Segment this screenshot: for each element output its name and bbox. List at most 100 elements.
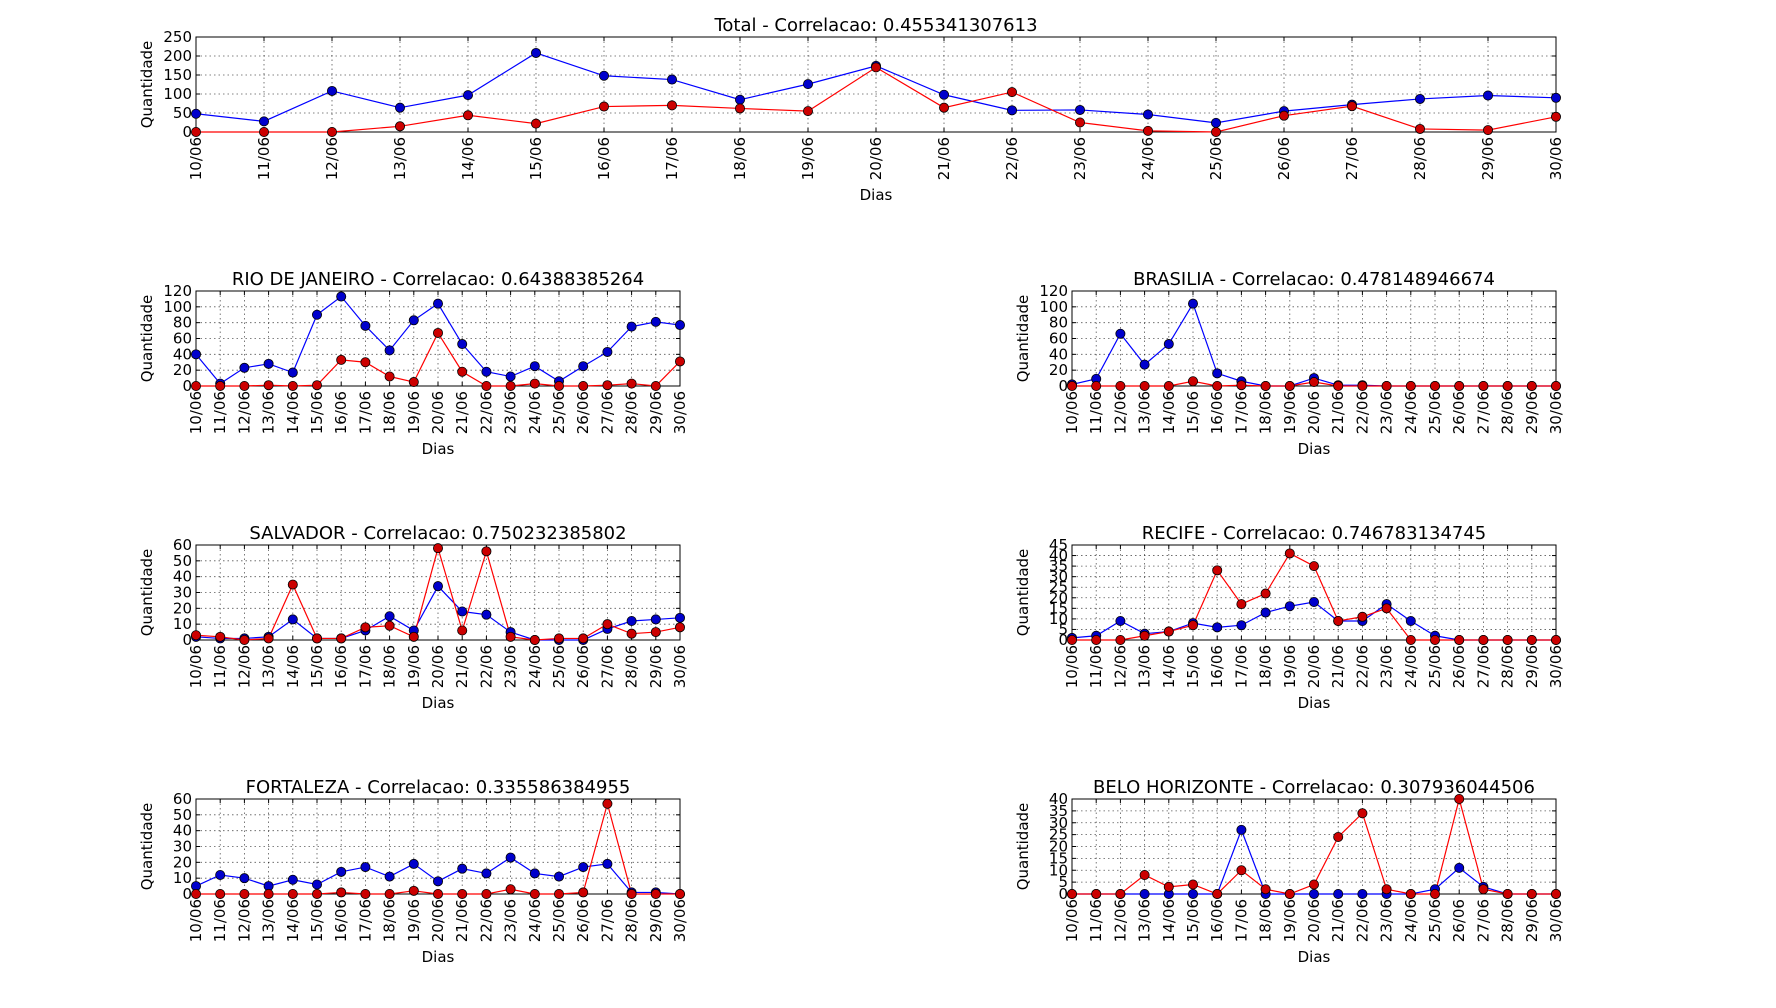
x-tick-label: 25/06 <box>1426 645 1444 688</box>
x-tick-label: 24/06 <box>1402 645 1420 688</box>
y-tick-label: 40 <box>1049 790 1068 808</box>
data-point <box>1333 889 1344 900</box>
y-tick-label: 20 <box>173 599 192 617</box>
data-point <box>1188 889 1199 900</box>
data-point <box>408 858 419 869</box>
x-tick-label: 24/06 <box>526 391 544 434</box>
data-point <box>360 889 371 900</box>
x-tick-label: 10/06 <box>1063 899 1081 942</box>
data-point <box>1139 380 1150 391</box>
data-point <box>531 47 542 58</box>
x-tick-label: 15/06 <box>1184 645 1202 688</box>
y-tick-label: 60 <box>173 790 192 808</box>
y-tick-label: 250 <box>163 28 192 46</box>
x-axis-label: Dias <box>422 948 455 966</box>
x-tick-label: 17/06 <box>356 645 374 688</box>
chart-panel-6: 10/06 11/06 12/06 13/06 14/06 15/06 16/06 17/06… <box>1014 777 1565 966</box>
data-point <box>1212 565 1223 576</box>
x-tick-label: 22/06 <box>1353 391 1371 434</box>
data-point <box>554 889 565 900</box>
y-tick-label: 35 <box>1049 802 1068 820</box>
x-tick-label: 12/06 <box>235 899 253 942</box>
data-point <box>650 889 661 900</box>
data-point <box>1454 862 1465 873</box>
data-point <box>408 315 419 326</box>
data-point <box>1551 635 1562 646</box>
data-point <box>239 380 250 391</box>
data-point <box>1430 635 1441 646</box>
data-point <box>239 362 250 373</box>
data-point <box>1405 616 1416 627</box>
data-point <box>287 579 298 590</box>
x-tick-label: 16/06 <box>332 391 350 434</box>
x-tick-label: 13/06 <box>1136 391 1154 434</box>
x-tick-label: 16/06 <box>332 645 350 688</box>
y-tick-label: 40 <box>1049 345 1068 363</box>
y-tick-label: 60 <box>173 330 192 348</box>
y-tick-label: 20 <box>173 853 192 871</box>
data-point <box>215 380 226 391</box>
data-point <box>1381 884 1392 895</box>
data-point <box>1405 380 1416 391</box>
data-point <box>360 357 371 368</box>
y-axis-label: Quantidade <box>1014 803 1032 891</box>
y-tick-label: 0 <box>1058 885 1068 903</box>
data-point <box>650 316 661 327</box>
data-point <box>529 378 540 389</box>
data-point <box>675 356 686 367</box>
x-tick-label: 15/06 <box>527 137 545 180</box>
data-point <box>239 889 250 900</box>
data-point <box>1188 879 1199 890</box>
data-point <box>626 889 637 900</box>
data-point <box>462 110 473 121</box>
x-tick-label: 12/06 <box>235 391 253 434</box>
x-tick-label: 27/06 <box>598 899 616 942</box>
x-tick-label: 12/06 <box>235 645 253 688</box>
y-tick-label: 80 <box>173 314 192 332</box>
x-tick-label: 16/06 <box>1208 899 1226 942</box>
data-point <box>505 380 516 391</box>
x-tick-label: 30/06 <box>1547 645 1565 688</box>
data-point <box>384 371 395 382</box>
x-axis-label: Dias <box>422 694 455 712</box>
x-tick-label: 28/06 <box>1411 137 1429 180</box>
x-tick-label: 11/06 <box>211 899 229 942</box>
data-point <box>1284 548 1295 559</box>
data-point <box>432 876 443 887</box>
data-point <box>287 889 298 900</box>
data-point <box>1551 380 1562 391</box>
data-point <box>1007 105 1018 116</box>
x-tick-label: 21/06 <box>1329 645 1347 688</box>
x-tick-label: 24/06 <box>1402 899 1420 942</box>
data-point <box>481 609 492 620</box>
x-tick-label: 21/06 <box>453 645 471 688</box>
data-point <box>457 339 468 350</box>
x-tick-label: 30/06 <box>671 391 689 434</box>
data-point <box>505 852 516 863</box>
chart-title: FORTALEZA - Correlacao: 0.335586384955 <box>246 777 631 798</box>
data-point <box>311 309 322 320</box>
data-point <box>531 118 542 129</box>
data-point <box>650 380 661 391</box>
x-tick-label: 20/06 <box>1305 391 1323 434</box>
data-point <box>1483 90 1494 101</box>
data-point <box>554 380 565 391</box>
y-tick-label: 60 <box>1049 330 1068 348</box>
data-point <box>1143 109 1154 120</box>
data-point <box>311 889 322 900</box>
chart-title: RECIFE - Correlacao: 0.746783134745 <box>1142 523 1487 544</box>
data-point <box>1526 889 1537 900</box>
data-point <box>1115 616 1126 627</box>
x-tick-label: 15/06 <box>308 391 326 434</box>
x-tick-label: 21/06 <box>453 899 471 942</box>
x-tick-label: 18/06 <box>381 645 399 688</box>
x-tick-label: 11/06 <box>255 137 273 180</box>
x-tick-label: 22/06 <box>1003 137 1021 180</box>
data-point <box>1188 298 1199 309</box>
x-tick-label: 17/06 <box>663 137 681 180</box>
x-tick-label: 22/06 <box>477 899 495 942</box>
data-point <box>384 345 395 356</box>
x-tick-label: 18/06 <box>1257 645 1275 688</box>
data-point <box>190 349 201 360</box>
data-point <box>457 863 468 874</box>
